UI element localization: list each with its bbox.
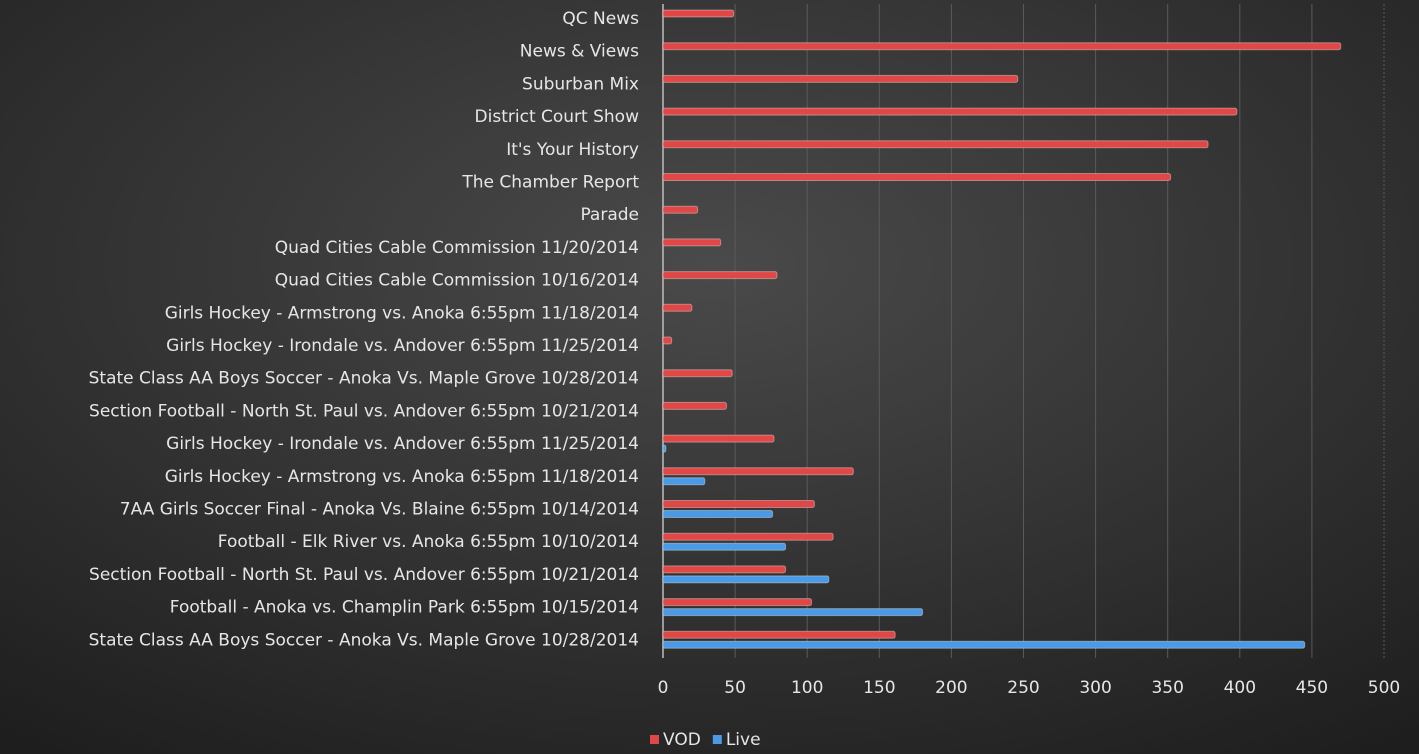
y-tick-label: Girls Hockey - Armstrong vs. Anoka 6:55p… [165,303,639,323]
bar [662,173,1172,181]
bar [662,500,815,508]
x-tick-label: 50 [724,678,746,698]
x-tick-label: 100 [791,678,823,698]
legend-swatch [650,735,659,744]
y-tick-label: 7AA Girls Soccer Final - Anoka Vs. Blain… [120,500,639,520]
y-tick-label: Girls Hockey - Irondale vs. Andover 6:55… [166,336,639,356]
bar [662,608,924,617]
y-tick-label: QC News [562,9,639,29]
y-tick-label: Girls Hockey - Irondale vs. Andover 6:55… [166,434,639,454]
legend-swatch [712,735,722,744]
bar [662,532,834,541]
bar [662,9,735,18]
bar [662,271,778,280]
bar [662,542,787,551]
bar [662,467,854,476]
bar [662,477,706,486]
y-tick-label: It's Your History [506,140,639,160]
x-tick-label: 250 [1007,678,1039,698]
bar [662,369,733,378]
y-tick-label: Football - Anoka vs. Champlin Park 6:55p… [170,598,639,618]
bar [662,640,1306,649]
x-tick-label: 200 [935,678,967,698]
bar [662,444,667,453]
x-tick-label: 400 [1224,678,1256,698]
y-tick-label: Section Football - North St. Paul vs. An… [89,401,639,421]
y-tick-label: Quad Cities Cable Commission 11/20/2014 [275,238,639,258]
y-tick-label: State Class AA Boys Soccer - Anoka Vs. M… [89,369,639,389]
bar [662,401,727,410]
y-tick-label: News & Views [520,42,639,62]
legend-label: VOD [663,730,701,750]
bar [662,140,1209,149]
x-tick-label: 150 [863,678,895,698]
y-tick-label: Quad Cities Cable Commission 10/16/2014 [275,271,639,291]
x-tick-label: 0 [658,678,669,698]
y-tick-label: Suburban Mix [522,74,639,94]
bar [662,107,1238,116]
x-tick-label: 350 [1151,678,1183,698]
bar [662,205,699,214]
bar [662,630,896,639]
bar [662,434,775,443]
bar [662,74,1019,83]
bar [662,510,774,518]
y-tick-label: Football - Elk River vs. Anoka 6:55pm 10… [218,532,639,552]
bar [662,238,722,247]
y-tick-label: Girls Hockey - Armstrong vs. Anoka 6:55p… [165,467,639,487]
bar [662,336,673,345]
y-tick-label: Section Football - North St. Paul vs. An… [89,565,639,585]
y-tick-label: District Court Show [475,107,640,127]
y-tick-label: State Class AA Boys Soccer - Anoka Vs. M… [89,630,639,650]
x-tick-label: 300 [1079,678,1111,698]
y-tick-label: The Chamber Report [461,173,639,193]
y-tick-label: Parade [580,205,639,225]
bar [662,42,1342,51]
bar [662,303,693,312]
x-tick-label: 500 [1368,678,1400,698]
legend-label: Live [726,730,761,750]
bar [662,598,813,607]
x-tick-label: 450 [1296,678,1328,698]
bar [662,565,787,574]
bar [662,575,830,584]
